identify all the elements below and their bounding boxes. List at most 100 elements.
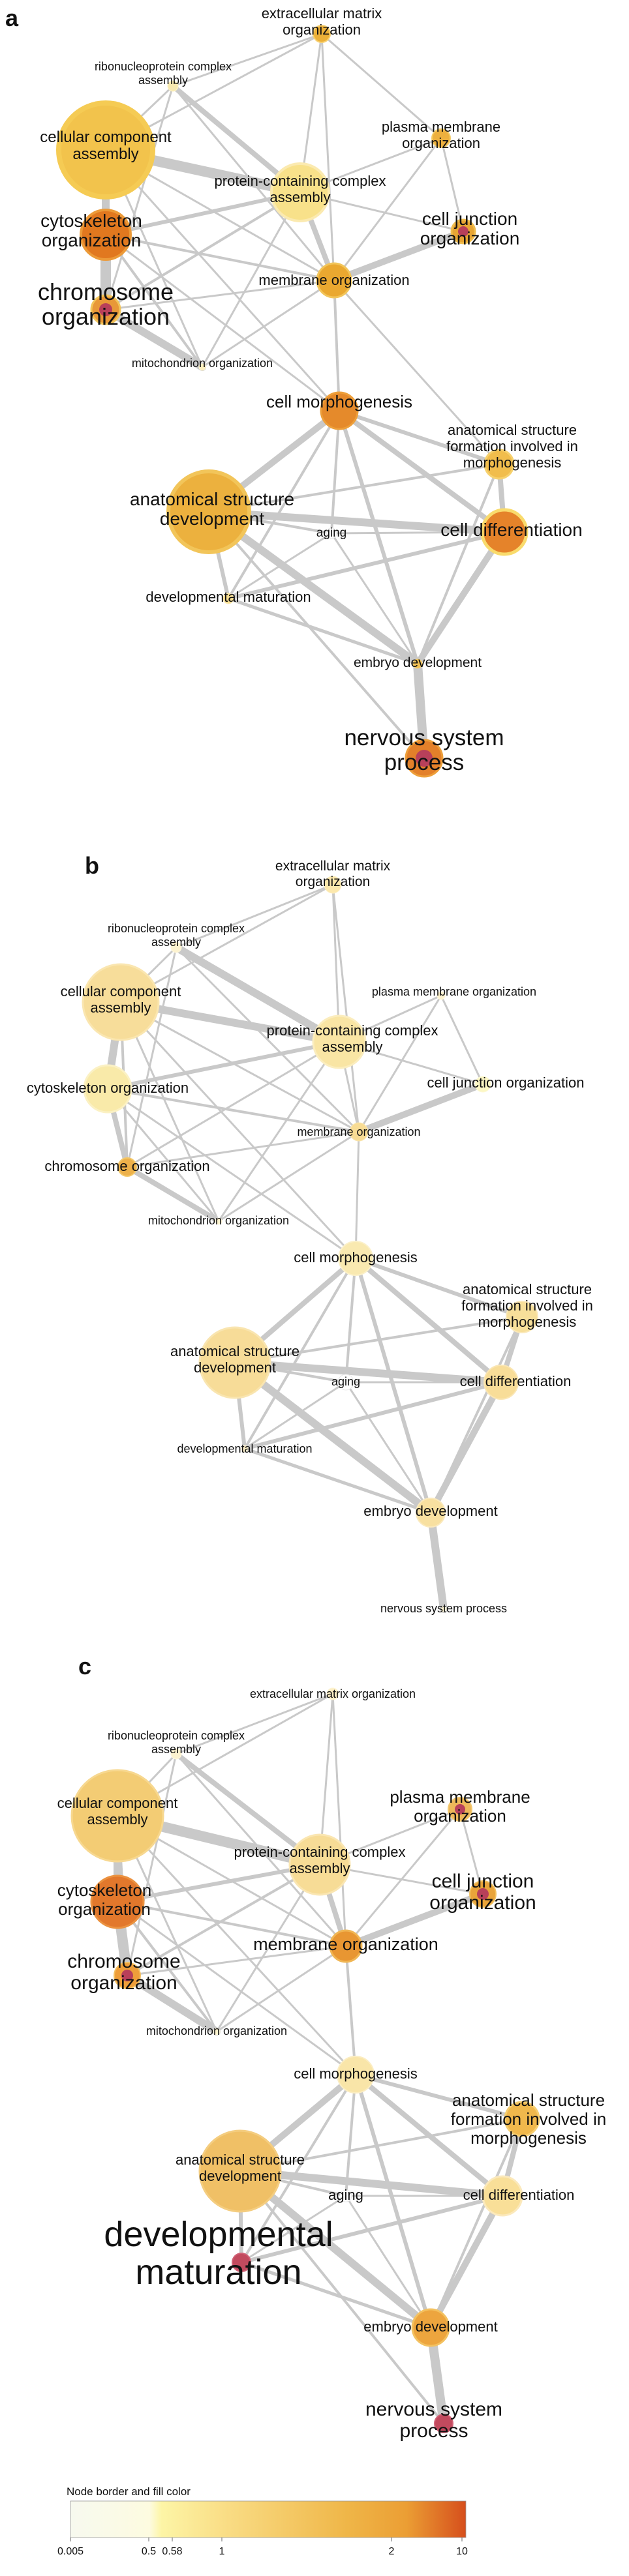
edge-ecm-mo bbox=[331, 1693, 347, 1947]
node-label-rnp: ribonucleoprotein complex assembly bbox=[108, 1729, 245, 1756]
edge-aging-ed bbox=[345, 1381, 432, 1514]
node-label-dm: developmental maturation bbox=[146, 589, 311, 605]
edge-rnp-ecm bbox=[175, 883, 334, 949]
edge-cso-mito bbox=[116, 1901, 218, 2033]
edge-cho-mo bbox=[126, 1131, 360, 1168]
node-mo bbox=[329, 1929, 363, 1963]
node-pmo bbox=[437, 991, 446, 1000]
edge-mito-mo bbox=[217, 1131, 360, 1222]
edge-pca-cso bbox=[115, 1863, 322, 1904]
node-cca bbox=[82, 963, 160, 1041]
node-label-cho: chromosome organization bbox=[67, 1951, 180, 1994]
panel-letter-a: a bbox=[5, 5, 19, 31]
node-dm bbox=[241, 1445, 249, 1453]
edge-cd-ed bbox=[427, 1379, 504, 1516]
edge-cm-dm bbox=[240, 2073, 357, 2264]
node-ed bbox=[411, 2308, 450, 2347]
edge-pca-cso bbox=[106, 1040, 341, 1091]
edge-cm-ed bbox=[337, 409, 420, 666]
edge-cm-asf bbox=[337, 409, 501, 466]
node-cd bbox=[483, 1365, 519, 1400]
legend-ticks: 0.005 0.5 0.58 1 2 10 bbox=[57, 2538, 468, 2557]
edge-pmo-cjo bbox=[440, 137, 465, 233]
edge-cso-cm bbox=[106, 1088, 357, 1260]
node-label-aging: aging bbox=[316, 526, 347, 540]
edge-cd-dm bbox=[243, 1380, 503, 1451]
edge-cso-mito bbox=[106, 1088, 220, 1222]
edge-mo-cm bbox=[345, 1945, 357, 2076]
node-label-cso: cytoskeleton organization bbox=[40, 211, 142, 250]
node-label-mo: membrane organization bbox=[253, 1934, 438, 1954]
node-asf bbox=[504, 2101, 540, 2137]
edge-asf-ed bbox=[429, 2118, 523, 2329]
node-label-cd: cell differentiation bbox=[440, 520, 582, 540]
node-label-ed: embryo development bbox=[354, 655, 482, 670]
edge-mo-asf bbox=[333, 279, 500, 466]
node-asf bbox=[483, 449, 515, 480]
edge-asf-asd bbox=[234, 1316, 523, 1364]
node-group bbox=[82, 876, 538, 1612]
edge-cd-ed bbox=[414, 529, 508, 667]
node-label-asf: anatomical structure formation involved i… bbox=[451, 2090, 606, 2148]
node-mito bbox=[213, 2028, 221, 2036]
edge-aging-ed bbox=[330, 532, 419, 665]
edge-mo-cm bbox=[354, 1131, 360, 1260]
edge-cjo-mo bbox=[343, 1891, 486, 1949]
edge-asf-asd bbox=[239, 2118, 523, 2172]
node-label-cd: cell differentiation bbox=[460, 1373, 572, 1389]
node-group bbox=[70, 1687, 540, 2433]
color-legend: Node border and fill color 0.005 0.5 0.58 1… bbox=[57, 2485, 468, 2557]
node-ed bbox=[416, 1498, 446, 1528]
node-label-asd: anatomical structure development bbox=[176, 2152, 305, 2184]
edge-cca-mito bbox=[119, 1001, 220, 1222]
edge-cm-ed bbox=[354, 1256, 433, 1515]
node-pca bbox=[270, 162, 330, 222]
node-label-pmo: plasma membrane organization bbox=[382, 119, 500, 151]
node-aging bbox=[337, 1374, 354, 1391]
node-label-rnp: ribonucleoprotein complex assembly bbox=[95, 60, 232, 87]
label-group: extracellular matrix organization ribonuc… bbox=[57, 1687, 607, 2442]
edge-ed-nsp bbox=[427, 1509, 448, 1613]
node-cjo-core bbox=[458, 226, 468, 237]
legend-tick-label: 2 bbox=[389, 2546, 395, 2557]
edge-ecm-pmo bbox=[320, 33, 442, 140]
edge-cm-aging bbox=[345, 2073, 357, 2197]
legend-tick-label: 0.58 bbox=[162, 2546, 182, 2557]
legend-colorbar bbox=[70, 2500, 467, 2538]
node-rnp bbox=[170, 941, 182, 953]
edge-dm-ed bbox=[226, 597, 420, 666]
edge-cjo-mo bbox=[356, 1081, 486, 1135]
edge-aging-dm bbox=[240, 2195, 347, 2264]
node-label-asd: anatomical structure development bbox=[170, 1343, 299, 1376]
node-label-ed: embryo development bbox=[363, 2318, 497, 2335]
node-pca bbox=[312, 1014, 367, 1069]
node-label-cho: chromosome organization bbox=[44, 1158, 209, 1174]
edge-pmo-cjo bbox=[440, 994, 484, 1086]
edge-mito-mo bbox=[215, 1945, 347, 2033]
node-asd bbox=[198, 1326, 271, 1399]
node-cd bbox=[480, 508, 529, 556]
edge-mito-mo bbox=[201, 279, 335, 368]
edge-cho-mito bbox=[125, 1164, 221, 1224]
edge-cm-aging bbox=[330, 409, 341, 535]
legend-tick-label: 0.5 bbox=[142, 2546, 156, 2557]
node-label-cjo: cell junction organization bbox=[429, 1871, 536, 1914]
node-label-cso: cytoskeleton organization bbox=[27, 1080, 189, 1096]
edge-pca-mito bbox=[201, 191, 301, 368]
node-label-pca: protein-containing complex assembly bbox=[215, 173, 386, 205]
node-pca bbox=[288, 1833, 351, 1896]
node-asf bbox=[506, 1301, 538, 1333]
node-cho-core bbox=[121, 1970, 133, 1981]
node-cca bbox=[70, 1769, 164, 1863]
edge-dm-ed bbox=[239, 2260, 433, 2330]
node-cjo-core bbox=[477, 1888, 489, 1900]
panel-b: b extracellular matrix organization ribonuc… bbox=[27, 852, 593, 1615]
edge-pmo-mo bbox=[358, 994, 442, 1133]
node-cm bbox=[338, 1241, 373, 1276]
edge-pca-cho bbox=[126, 1041, 341, 1168]
node-label-rnp: ribonucleoprotein complex assembly bbox=[108, 922, 245, 949]
legend-tick-label: 10 bbox=[456, 2546, 468, 2557]
edge-cm-dm bbox=[227, 409, 341, 600]
node-label-mo: membrane organization bbox=[258, 272, 409, 288]
node-cso bbox=[90, 1874, 145, 1929]
